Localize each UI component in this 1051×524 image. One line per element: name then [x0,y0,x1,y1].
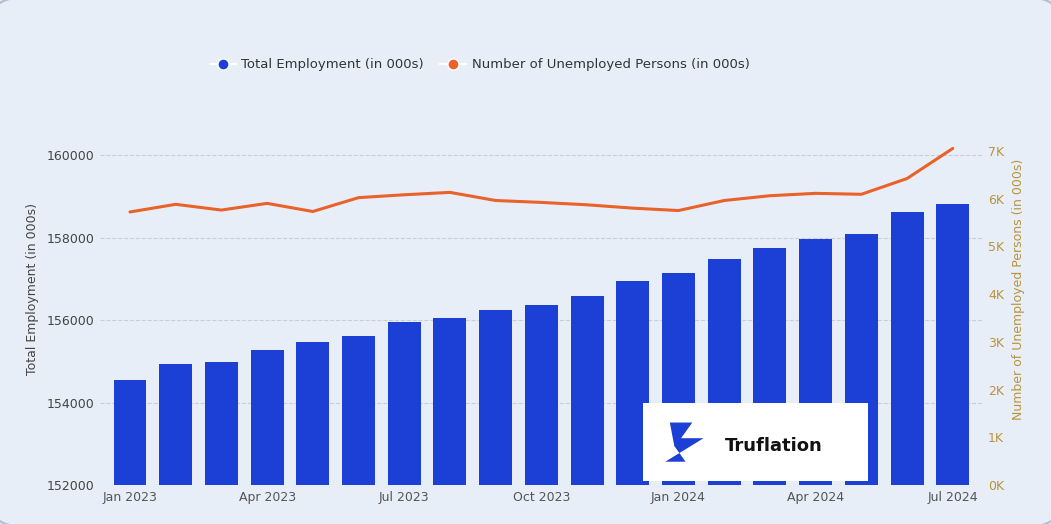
Bar [845,234,878,524]
Bar [571,296,603,524]
Bar [296,342,329,524]
Bar [114,380,146,524]
Bar [890,212,924,524]
Bar [205,362,238,524]
Bar [936,204,969,524]
Bar [433,318,467,524]
Bar [342,336,375,524]
Bar [707,259,741,524]
Bar [479,310,512,524]
Bar [388,322,420,524]
Bar [754,248,786,524]
Y-axis label: Number of Unemployed Persons (in 000s): Number of Unemployed Persons (in 000s) [1012,159,1026,420]
Bar [160,364,192,524]
Bar [662,273,695,524]
Y-axis label: Total Employment (in 000s): Total Employment (in 000s) [25,203,39,375]
Bar [250,350,284,524]
Bar [616,281,650,524]
Bar [524,304,558,524]
Bar [799,238,832,524]
Legend: Total Employment (in 000s), Number of Unemployed Persons (in 000s): Total Employment (in 000s), Number of Un… [205,53,755,77]
